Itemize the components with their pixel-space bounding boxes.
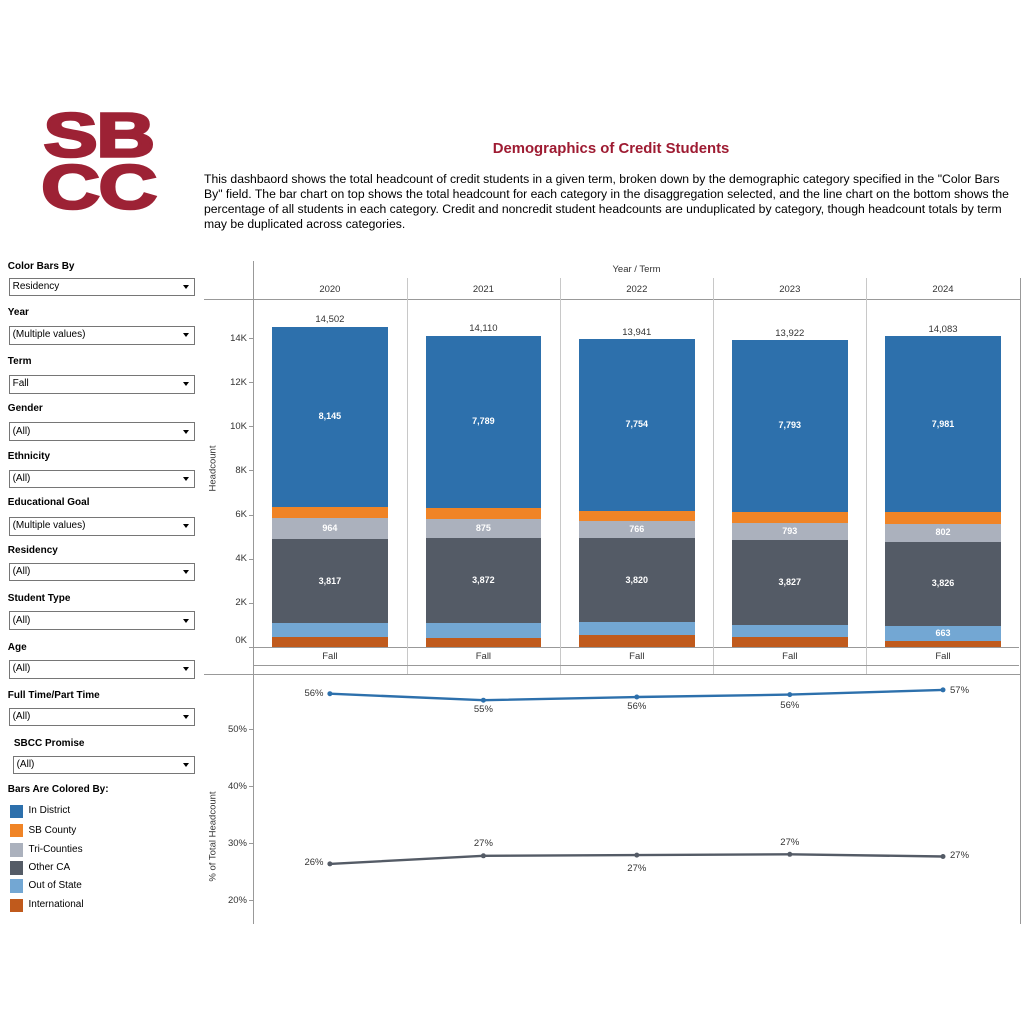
svg-text:CC: CC: [41, 153, 156, 220]
svg-text:SB: SB: [43, 102, 153, 171]
